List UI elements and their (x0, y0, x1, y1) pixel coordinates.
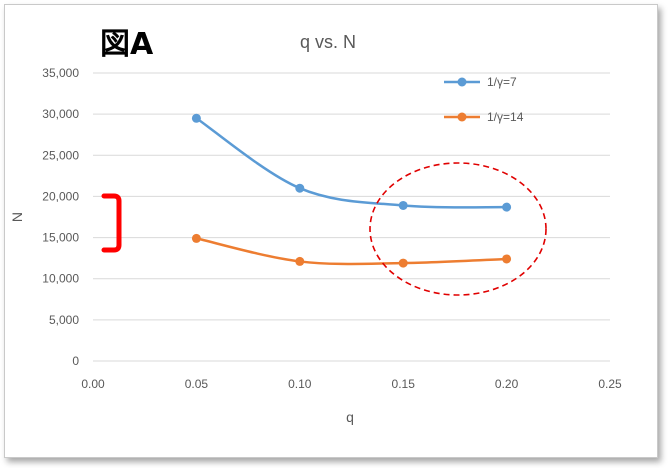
legend-marker (457, 112, 467, 122)
x-axis-title: q (346, 409, 354, 425)
y-tick-label: 0 (72, 354, 79, 368)
dashed-ellipse-annotation (369, 162, 547, 296)
x-tick-label: 0.05 (185, 377, 209, 391)
legend-label: 1/γ=14 (487, 110, 524, 124)
chart-title: q vs. N (300, 32, 356, 52)
y-tick-labels: 0 5,000 10,000 15,000 20,000 25,000 30,000 35,0… (42, 66, 79, 368)
x-tick-label: 0.20 (495, 377, 519, 391)
red-bracket-annotation (101, 193, 122, 253)
y-tick-label: 25,000 (42, 148, 79, 162)
y-tick-label: 30,000 (42, 107, 79, 121)
data-point (398, 258, 408, 268)
series-group (191, 113, 512, 268)
legend: 1/γ=7 1/γ=14 (444, 75, 524, 124)
data-point (191, 113, 201, 123)
x-tick-label: 0.10 (288, 377, 312, 391)
x-tick-label: 0.15 (392, 377, 416, 391)
data-point (295, 256, 305, 266)
legend-label: 1/γ=7 (487, 75, 517, 89)
y-tick-label: 5,000 (49, 313, 79, 327)
chart-frame (4, 4, 658, 458)
data-point (295, 183, 305, 193)
data-point (502, 202, 512, 212)
data-point (191, 233, 201, 243)
figure-label: 図A (100, 27, 154, 62)
series-line (195, 117, 507, 209)
y-tick-label: 20,000 (42, 189, 79, 203)
gridlines (93, 72, 610, 362)
y-tick-label: 10,000 (42, 272, 79, 286)
x-tick-labels: 0.00 0.05 0.10 0.15 0.20 0.25 (81, 377, 622, 391)
y-tick-label: 35,000 (42, 66, 79, 80)
data-point (398, 200, 408, 210)
y-axis-title: N (9, 212, 25, 222)
legend-marker (457, 77, 467, 87)
x-tick-label: 0.25 (598, 377, 622, 391)
series-line (196, 237, 507, 266)
y-tick-label: 15,000 (42, 231, 79, 245)
data-point (502, 254, 512, 264)
x-tick-label: 0.00 (81, 377, 105, 391)
